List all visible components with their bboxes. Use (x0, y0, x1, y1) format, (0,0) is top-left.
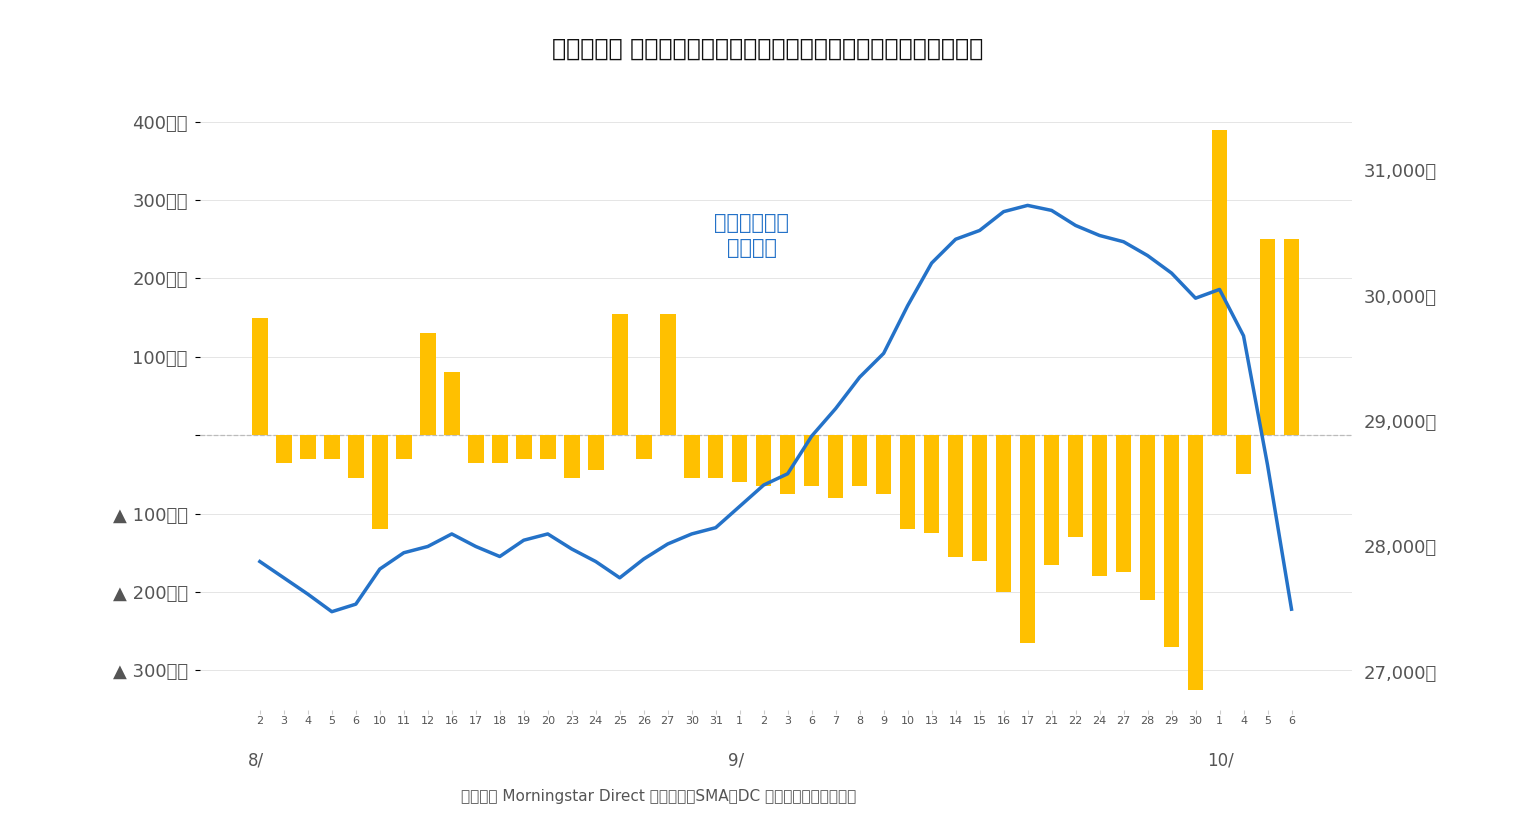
Bar (276, 436, 292, 463)
Bar (1092, 436, 1107, 576)
Text: 10/: 10/ (1207, 752, 1235, 769)
Bar (684, 436, 699, 478)
Bar (1020, 436, 1035, 643)
Bar (1212, 130, 1227, 436)
Bar (731, 436, 748, 482)
Bar (372, 436, 387, 530)
Bar (1044, 436, 1060, 564)
Bar (1284, 239, 1299, 436)
Bar (756, 436, 771, 486)
Bar (541, 436, 556, 459)
Bar (300, 436, 315, 459)
Bar (564, 436, 579, 478)
Bar (1140, 436, 1155, 600)
Text: 8/: 8/ (247, 752, 264, 769)
Text: 9/: 9/ (728, 752, 743, 769)
Bar (828, 436, 843, 497)
Bar (419, 333, 436, 436)
Bar (708, 436, 723, 478)
Text: （資料） Morningstar Direct より作成。SMA・DC 専用ファンドは除く。: （資料） Morningstar Direct より作成。SMA・DC 専用ファ… (461, 790, 856, 804)
Bar (636, 436, 651, 459)
Bar (876, 436, 891, 494)
Bar (516, 436, 531, 459)
Bar (396, 436, 412, 459)
Bar (492, 436, 507, 463)
Bar (900, 436, 915, 530)
Bar (252, 318, 267, 436)
Bar (1187, 436, 1203, 690)
Text: 日経平均株価
（右軸）: 日経平均株価 （右軸） (714, 213, 790, 258)
Bar (1068, 436, 1083, 537)
Bar (803, 436, 820, 486)
Bar (923, 436, 940, 533)
Bar (972, 436, 988, 561)
Bar (1115, 436, 1132, 573)
Bar (468, 436, 484, 463)
Bar (948, 436, 963, 557)
Bar (852, 436, 868, 486)
Bar (1164, 436, 1180, 647)
Bar (995, 436, 1011, 592)
Bar (611, 314, 628, 436)
Bar (588, 436, 604, 470)
Bar (660, 314, 676, 436)
Bar (349, 436, 364, 478)
Bar (444, 373, 459, 436)
Bar (1236, 436, 1252, 474)
Bar (1260, 239, 1275, 436)
Text: 【図表５】 国内株式インデックス・ファンドの推計日次資金流出入: 【図表５】 国内株式インデックス・ファンドの推計日次資金流出入 (553, 37, 983, 61)
Bar (324, 436, 339, 459)
Bar (780, 436, 796, 494)
